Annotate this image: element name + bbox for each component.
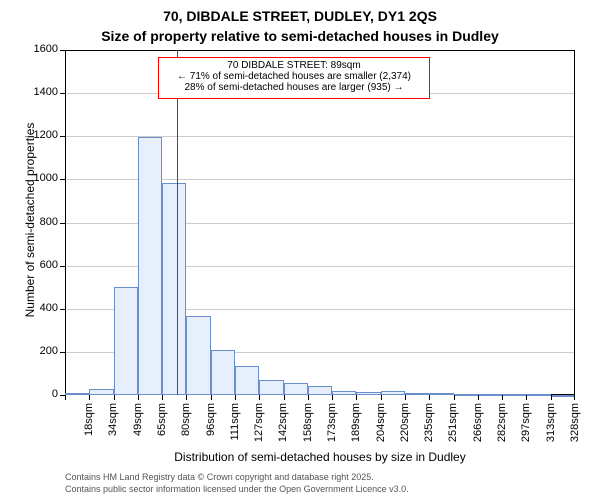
histogram-bar <box>162 183 186 395</box>
xtick-mark <box>526 395 527 400</box>
xtick-mark <box>259 395 260 400</box>
xtick-label: 65sqm <box>156 403 168 451</box>
footer-line-2: Contains public sector information licen… <box>65 484 409 494</box>
xtick-mark <box>478 395 479 400</box>
histogram-bar <box>211 350 235 395</box>
xtick-mark <box>454 395 455 400</box>
histogram-bar <box>308 386 332 395</box>
annotation-line: ← 71% of semi-detached houses are smalle… <box>161 71 427 82</box>
xtick-mark <box>356 395 357 400</box>
xtick-mark <box>138 395 139 400</box>
annotation-line: 70 DIBDALE STREET: 89sqm <box>161 60 427 71</box>
ytick-mark <box>60 179 65 180</box>
histogram-bar <box>405 393 429 395</box>
histogram-bar <box>235 366 259 395</box>
xtick-mark <box>65 395 66 400</box>
xtick-label: 34sqm <box>107 403 119 451</box>
xtick-mark <box>162 395 163 400</box>
xtick-label: 49sqm <box>132 403 144 451</box>
xtick-label: 158sqm <box>302 403 314 451</box>
ytick-label: 1600 <box>20 43 58 55</box>
xtick-mark <box>502 395 503 400</box>
ytick-label: 200 <box>20 345 58 357</box>
ytick-label: 1400 <box>20 86 58 98</box>
xtick-label: 173sqm <box>326 403 338 451</box>
xtick-label: 204sqm <box>375 403 387 451</box>
ytick-mark <box>60 223 65 224</box>
ytick-label: 600 <box>20 259 58 271</box>
ytick-mark <box>60 309 65 310</box>
xtick-mark <box>186 395 187 400</box>
x-axis-label: Distribution of semi-detached houses by … <box>65 450 575 464</box>
ytick-label: 1000 <box>20 172 58 184</box>
xtick-mark <box>114 395 115 400</box>
histogram-bar <box>186 316 210 395</box>
histogram-bar <box>259 380 283 395</box>
xtick-mark <box>211 395 212 400</box>
xtick-label: 111sqm <box>229 403 241 451</box>
chart-title-line2: Size of property relative to semi-detach… <box>0 28 600 44</box>
xtick-label: 251sqm <box>447 403 459 451</box>
xtick-mark <box>89 395 90 400</box>
xtick-mark <box>284 395 285 400</box>
xtick-mark <box>381 395 382 400</box>
xtick-label: 80sqm <box>180 403 192 451</box>
histogram-bar <box>65 393 89 395</box>
histogram-bar <box>551 395 575 397</box>
xtick-label: 328sqm <box>569 403 581 451</box>
annotation-line: 28% of semi-detached houses are larger (… <box>161 82 427 93</box>
ytick-mark <box>60 93 65 94</box>
histogram-bar <box>332 391 356 395</box>
histogram-bar <box>526 394 550 396</box>
xtick-mark <box>551 395 552 400</box>
ytick-label: 400 <box>20 302 58 314</box>
ytick-mark <box>60 50 65 51</box>
annotation-box: 70 DIBDALE STREET: 89sqm← 71% of semi-de… <box>158 57 430 99</box>
footer-line-1: Contains HM Land Registry data © Crown c… <box>65 472 374 482</box>
chart-title-line1: 70, DIBDALE STREET, DUDLEY, DY1 2QS <box>0 8 600 24</box>
xtick-label: 282sqm <box>496 403 508 451</box>
xtick-label: 18sqm <box>83 403 95 451</box>
histogram-bar <box>381 391 405 395</box>
ytick-label: 1200 <box>20 129 58 141</box>
ytick-mark <box>60 266 65 267</box>
xtick-mark <box>332 395 333 400</box>
xtick-mark <box>405 395 406 400</box>
xtick-label: 96sqm <box>205 403 217 451</box>
histogram-bar <box>138 137 162 395</box>
histogram-bar <box>478 394 502 396</box>
xtick-mark <box>308 395 309 400</box>
xtick-label: 127sqm <box>253 403 265 451</box>
histogram-bar <box>502 394 526 396</box>
xtick-label: 189sqm <box>350 403 362 451</box>
histogram-bar <box>454 394 478 396</box>
xtick-label: 313sqm <box>545 403 557 451</box>
xtick-label: 297sqm <box>520 403 532 451</box>
xtick-label: 235sqm <box>423 403 435 451</box>
histogram-bar <box>114 287 138 395</box>
ytick-mark <box>60 352 65 353</box>
xtick-label: 142sqm <box>277 403 289 451</box>
histogram-bar <box>356 392 380 395</box>
xtick-mark <box>574 395 575 400</box>
histogram-bar <box>429 393 453 395</box>
ytick-label: 800 <box>20 216 58 228</box>
xtick-mark <box>429 395 430 400</box>
reference-line <box>177 50 178 395</box>
ytick-mark <box>60 136 65 137</box>
xtick-mark <box>235 395 236 400</box>
xtick-label: 220sqm <box>399 403 411 451</box>
histogram-bar <box>89 389 113 395</box>
xtick-label: 266sqm <box>472 403 484 451</box>
ytick-label: 0 <box>20 388 58 400</box>
histogram-bar <box>284 383 308 395</box>
